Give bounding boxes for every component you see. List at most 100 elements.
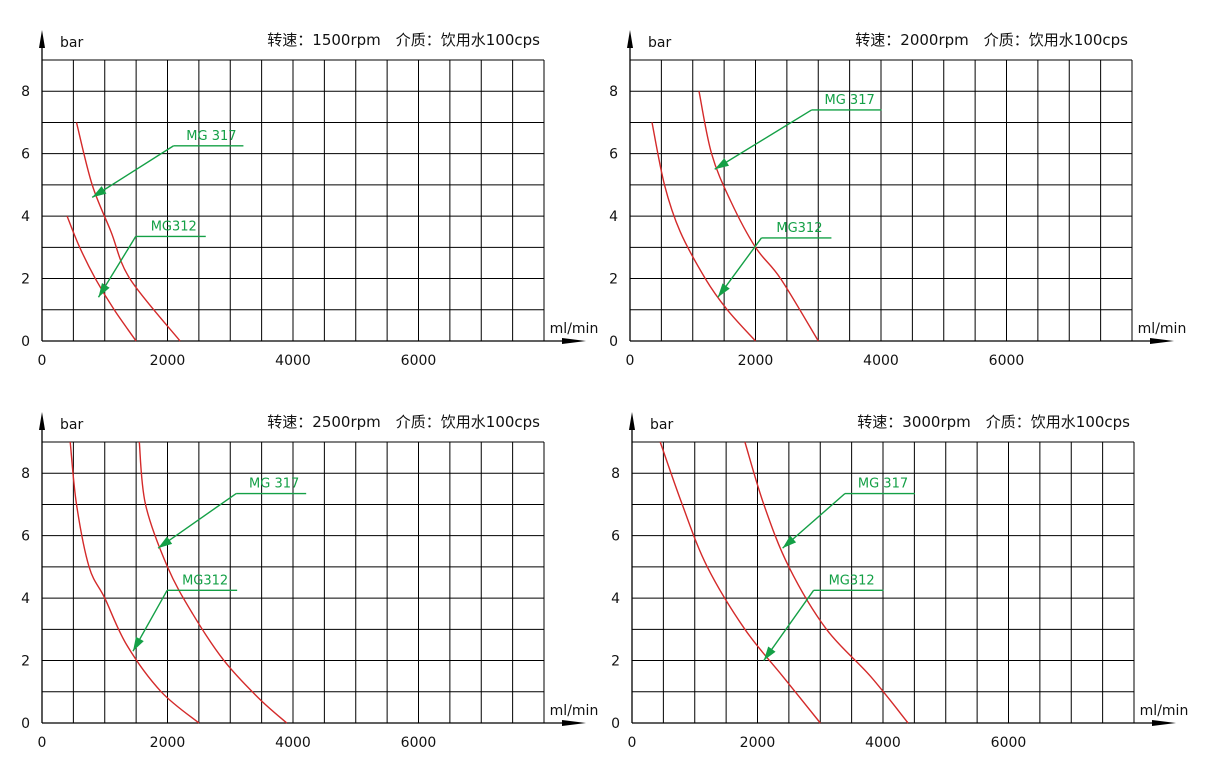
y-axis-arrow-icon: [627, 30, 633, 48]
y-tick-label: 6: [609, 147, 618, 163]
x-tick-label: 0: [38, 353, 47, 369]
y-axis-label: bar: [60, 417, 83, 433]
annotation-label: MG312: [182, 573, 228, 588]
y-tick-label: 6: [611, 529, 620, 545]
annotation-label: MG312: [829, 573, 875, 588]
x-tick-label: 2000: [738, 353, 774, 369]
x-tick-label: 6000: [989, 353, 1025, 369]
y-tick-label: 0: [611, 716, 620, 732]
annotation-mg317: MG 317: [157, 477, 307, 549]
annotation-arrow-icon: [132, 636, 144, 652]
chart-panel-2: 转速：2000rpm 介质：饮用水100cps bar ml/min 0 2 4 6 8 0 20…: [609, 30, 1187, 369]
annotation-arrow-icon: [717, 283, 730, 298]
x-axis-label: ml/min: [1140, 703, 1189, 719]
chart-title: 转速：1500rpm 介质：饮用水100cps: [267, 31, 540, 49]
series-curve-mg317: [744, 441, 909, 724]
annotation-label: MG 317: [858, 477, 908, 492]
series-curve-mg312: [66, 215, 137, 342]
series-curve-mg317: [75, 122, 181, 342]
y-tick-label: 4: [21, 209, 30, 225]
x-axis-label: ml/min: [1138, 321, 1187, 337]
x-tick-label: 2000: [740, 735, 776, 751]
x-tick-label: 4000: [865, 735, 901, 751]
chart-panel-3: 转速：2500rpm 介质：饮用水100cps bar ml/min 0 2 4 6 8 0 20…: [21, 412, 599, 751]
x-tick-label: 4000: [275, 353, 311, 369]
annotation-label: MG 317: [186, 129, 236, 144]
x-axis-label: ml/min: [550, 321, 599, 337]
annotation-mg317: MG 317: [91, 129, 244, 198]
annotation-label: MG 317: [249, 477, 299, 492]
series-curve-mg317: [138, 441, 288, 724]
annotation-label: MG 317: [825, 93, 875, 108]
annotation-mg312: MG312: [132, 573, 238, 652]
y-axis-arrow-icon: [39, 412, 45, 430]
series-curve-mg312: [69, 441, 200, 724]
y-axis-arrow-icon: [629, 412, 635, 430]
y-tick-label: 4: [611, 591, 620, 607]
y-axis-label: bar: [60, 35, 83, 51]
x-tick-label: 0: [626, 353, 635, 369]
annotation-label: MG312: [151, 219, 197, 234]
y-tick-label: 8: [611, 466, 620, 482]
annotation-arrow-icon: [98, 283, 110, 298]
grid: [632, 441, 1135, 723]
annotation-arrow-icon: [92, 186, 107, 198]
y-tick-label: 0: [21, 334, 30, 350]
grid: [42, 59, 545, 341]
annotation-arrow-icon: [714, 158, 730, 170]
chart-panel-4: 转速：3000rpm 介质：饮用水100cps bar ml/min 0 2 4 6 8 0 20…: [611, 412, 1189, 751]
x-tick-label: 2000: [150, 353, 186, 369]
y-tick-label: 4: [21, 591, 30, 607]
y-tick-label: 0: [21, 716, 30, 732]
annotation-mg312: MG312: [97, 219, 206, 298]
annotation-leader-line: [91, 145, 174, 198]
series-curve-mg312: [659, 441, 821, 724]
grid: [42, 441, 545, 723]
y-tick-label: 6: [21, 529, 30, 545]
x-tick-label: 6000: [991, 735, 1027, 751]
annotation-mg312: MG312: [717, 221, 832, 298]
annotation-leader-line: [763, 589, 815, 661]
chart-title: 转速：2500rpm 介质：饮用水100cps: [267, 413, 540, 431]
y-tick-label: 2: [609, 272, 618, 288]
series-curve-mg317: [698, 91, 819, 342]
y-tick-label: 8: [21, 466, 30, 482]
x-tick-label: 2000: [150, 735, 186, 751]
y-axis-arrow-icon: [39, 30, 45, 48]
y-tick-label: 2: [21, 654, 30, 670]
y-tick-label: 6: [21, 147, 30, 163]
annotation-arrow-icon: [763, 646, 776, 661]
annotation-arrow-icon: [158, 536, 173, 549]
x-tick-label: 0: [628, 735, 637, 751]
annotation-mg312: MG312: [763, 573, 884, 661]
y-axis-label: bar: [650, 417, 673, 433]
y-tick-label: 2: [21, 272, 30, 288]
x-axis-label: ml/min: [550, 703, 599, 719]
x-axis-arrow-icon: [1150, 338, 1174, 344]
annotation-arrow-icon: [782, 535, 797, 549]
y-tick-label: 0: [609, 334, 618, 350]
y-tick-label: 4: [609, 209, 618, 225]
x-tick-label: 0: [38, 735, 47, 751]
x-axis-arrow-icon: [562, 338, 586, 344]
grid: [630, 59, 1133, 341]
annotation-label: MG312: [776, 221, 822, 236]
annotation-leader-line: [157, 492, 237, 549]
chart-panel-1: 转速：1500rpm 介质：饮用水100cps bar ml/min 0 2 4 6 8 0 20…: [21, 30, 599, 369]
y-tick-label: 8: [21, 84, 30, 100]
annotation-leader-line: [714, 109, 812, 170]
chart-title: 转速：3000rpm 介质：饮用水100cps: [857, 413, 1130, 431]
y-tick-label: 2: [611, 654, 620, 670]
x-tick-label: 4000: [863, 353, 899, 369]
x-tick-label: 6000: [401, 353, 437, 369]
annotation-mg317: MG 317: [714, 93, 882, 170]
x-tick-label: 4000: [275, 735, 311, 751]
x-tick-label: 6000: [401, 735, 437, 751]
x-axis-arrow-icon: [562, 720, 586, 726]
y-axis-label: bar: [648, 35, 671, 51]
annotation-mg317: MG 317: [782, 477, 915, 549]
x-axis-arrow-icon: [1152, 720, 1176, 726]
series-curve-mg312: [651, 122, 757, 342]
y-tick-label: 8: [609, 84, 618, 100]
